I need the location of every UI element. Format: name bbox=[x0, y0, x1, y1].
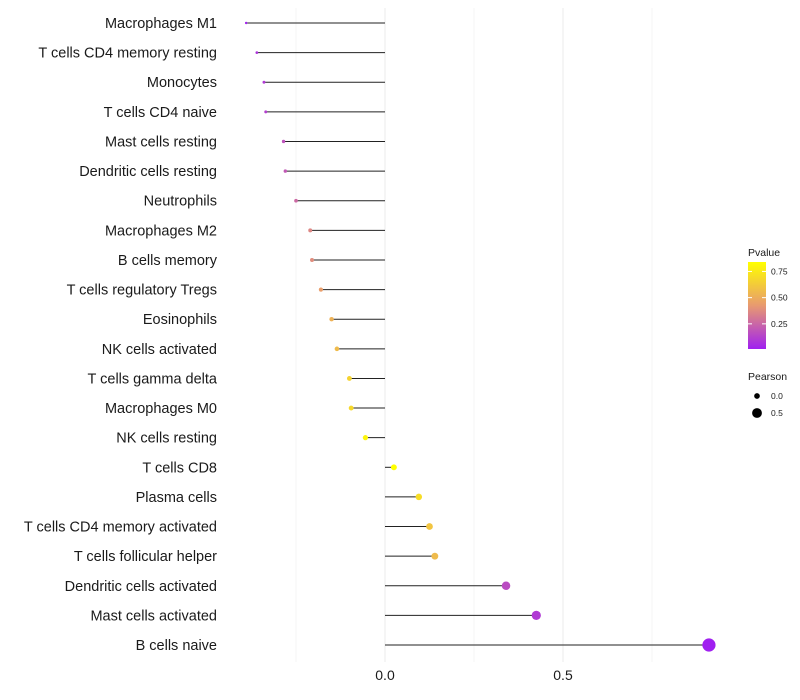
y-axis-label: T cells CD8 bbox=[142, 460, 217, 476]
pearson-legend-title: Pearson bbox=[748, 371, 787, 383]
y-axis-label: Mast cells resting bbox=[105, 134, 217, 150]
lollipop-stems bbox=[246, 22, 709, 646]
lollipop-dot bbox=[310, 257, 315, 262]
y-axis-label: Monocytes bbox=[147, 75, 217, 91]
lollipop-dot bbox=[318, 287, 324, 292]
x-tick-label: 0.5 bbox=[553, 667, 573, 683]
lollipop-dot bbox=[415, 493, 423, 501]
y-axis-label: Macrophages M0 bbox=[105, 401, 217, 417]
pvalue-tick-label: 0.25 bbox=[771, 319, 788, 329]
pearson-size-key bbox=[752, 408, 762, 418]
y-axis-label: Dendritic cells activated bbox=[65, 579, 217, 595]
y-axis-label: Macrophages M2 bbox=[105, 223, 217, 239]
lollipop-dot bbox=[431, 552, 439, 560]
pearson-size-label: 0.5 bbox=[771, 408, 783, 418]
y-axis-labels: Macrophages M1 T cells CD4 memory resting… bbox=[24, 16, 218, 654]
lollipop-dot bbox=[390, 464, 397, 471]
lollipop-dot bbox=[294, 198, 298, 203]
pvalue-colorbar bbox=[748, 262, 766, 349]
lollipop-dot bbox=[308, 228, 313, 233]
y-axis-label: T cells CD4 memory activated bbox=[24, 520, 217, 536]
pearson-size-label: 0.0 bbox=[771, 391, 783, 401]
y-axis-label: T cells gamma delta bbox=[88, 371, 218, 387]
lollipop-dot bbox=[262, 80, 266, 84]
grid-lines bbox=[295, 8, 653, 662]
y-axis-label: B cells naive bbox=[136, 638, 217, 654]
x-axis-ticks: 0.0 0.5 bbox=[375, 667, 573, 683]
y-axis-label: T cells follicular helper bbox=[74, 549, 217, 565]
lollipop-dot bbox=[255, 51, 259, 54]
y-axis-label: Plasma cells bbox=[136, 490, 217, 506]
lollipop-dots bbox=[244, 21, 716, 652]
y-axis-label: T cells CD4 naive bbox=[104, 105, 217, 121]
lollipop-dot bbox=[348, 405, 354, 411]
pearson-legend: Pearson 0.0 0.5 bbox=[748, 371, 787, 418]
pvalue-tick-label: 0.50 bbox=[771, 293, 788, 303]
lollipop-dot bbox=[426, 523, 433, 530]
y-axis-label: Neutrophils bbox=[144, 194, 217, 210]
y-axis-label: T cells regulatory Tregs bbox=[67, 283, 217, 299]
x-tick-label: 0.0 bbox=[375, 667, 395, 683]
lollipop-dot bbox=[501, 581, 511, 591]
pvalue-legend: Pvalue 0.25 0.50 0.75 bbox=[748, 247, 788, 349]
lollipop-dot bbox=[281, 139, 286, 144]
y-axis-label: T cells CD4 memory resting bbox=[38, 46, 217, 62]
lollipop-dot bbox=[531, 610, 541, 621]
pvalue-tick-label: 0.75 bbox=[771, 266, 788, 276]
pvalue-legend-title: Pvalue bbox=[748, 247, 780, 259]
y-axis-label: Macrophages M1 bbox=[105, 16, 217, 32]
y-axis-label: Dendritic cells resting bbox=[79, 164, 217, 180]
y-axis-label: NK cells resting bbox=[116, 431, 217, 447]
y-axis-label: Eosinophils bbox=[143, 312, 217, 328]
lollipop-dot bbox=[283, 169, 288, 173]
pearson-size-key bbox=[754, 393, 760, 399]
y-axis-label: NK cells activated bbox=[102, 342, 217, 358]
lollipop-dot bbox=[334, 346, 340, 352]
lollipop-dot bbox=[244, 21, 248, 25]
lollipop-dot bbox=[346, 376, 352, 381]
lollipop-dot bbox=[702, 638, 716, 652]
lollipop-dot bbox=[329, 316, 334, 322]
y-axis-label: Mast cells activated bbox=[90, 608, 217, 624]
y-axis-label: B cells memory bbox=[118, 253, 218, 269]
lollipop-dot bbox=[362, 435, 369, 441]
lollipop-dot bbox=[264, 110, 268, 114]
